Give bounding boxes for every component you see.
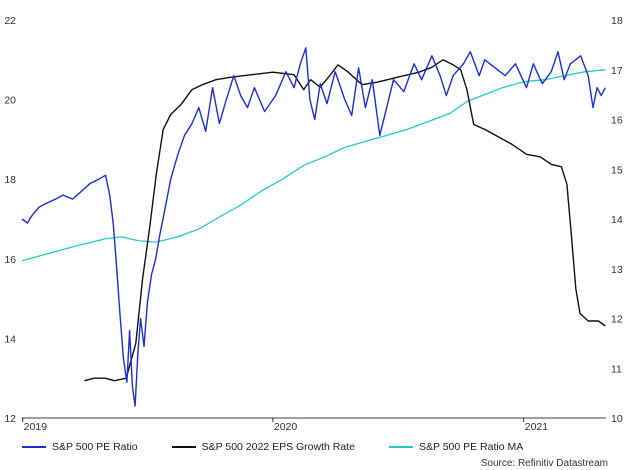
y-left-tick-label: 20 — [4, 95, 16, 107]
series-lines — [21, 47, 606, 407]
y-right-tick-label: 14 — [611, 214, 623, 226]
x-tick-label: 2019 — [24, 421, 48, 433]
legend-label-pe-ratio: S&P 500 PE Ratio — [52, 441, 138, 453]
y-left-tick-label: 22 — [4, 15, 16, 27]
x-tick-label: 2021 — [525, 421, 549, 433]
y-right-tick-label: 15 — [611, 164, 623, 176]
series-line-pe-ratio — [21, 47, 606, 407]
legend-swatch-pe-ma — [388, 446, 413, 448]
legend-label-pe-ma: S&P 500 PE Ratio MA — [418, 441, 524, 453]
y-right-tick-label: 12 — [611, 314, 623, 326]
chart-axes — [22, 417, 606, 422]
y-right-tick-label: 16 — [611, 115, 623, 127]
y-left-tick-label: 16 — [4, 254, 16, 266]
y-left-tick-label: 12 — [4, 413, 16, 425]
y-right-tick-label: 11 — [611, 363, 622, 375]
legend-item-pe-ma: S&P 500 PE Ratio MA — [388, 441, 524, 453]
y-left-tick-label: 18 — [4, 174, 16, 186]
legend-swatch-eps-growth — [171, 446, 196, 448]
y-right-tick-label: 10 — [611, 413, 623, 425]
tick-labels: 12 14 16 18 20 22 10 11 12 13 14 15 16 17 18 2019 2020 20… — [4, 15, 623, 433]
legend-label-eps-growth: S&P 500 2022 EPS Growth Rate — [201, 441, 355, 453]
y-left-tick-label: 14 — [4, 333, 16, 345]
y-right-tick-label: 17 — [611, 65, 623, 77]
x-tick-label: 2020 — [274, 421, 298, 433]
series-line-eps-growth — [84, 59, 606, 382]
legend: S&P 500 PE Ratio S&P 500 2022 EPS Growth… — [22, 441, 557, 453]
y-right-tick-label: 13 — [611, 264, 623, 276]
series-line-pe-ma — [21, 69, 606, 262]
legend-item-pe-ratio: S&P 500 PE Ratio — [22, 441, 138, 453]
legend-swatch-pe-ratio — [22, 446, 46, 448]
legend-item-eps-growth: S&P 500 2022 EPS Growth Rate — [171, 441, 355, 453]
source-note: Source: Refinitiv Datastream — [480, 458, 608, 469]
y-right-tick-label: 18 — [611, 15, 623, 27]
